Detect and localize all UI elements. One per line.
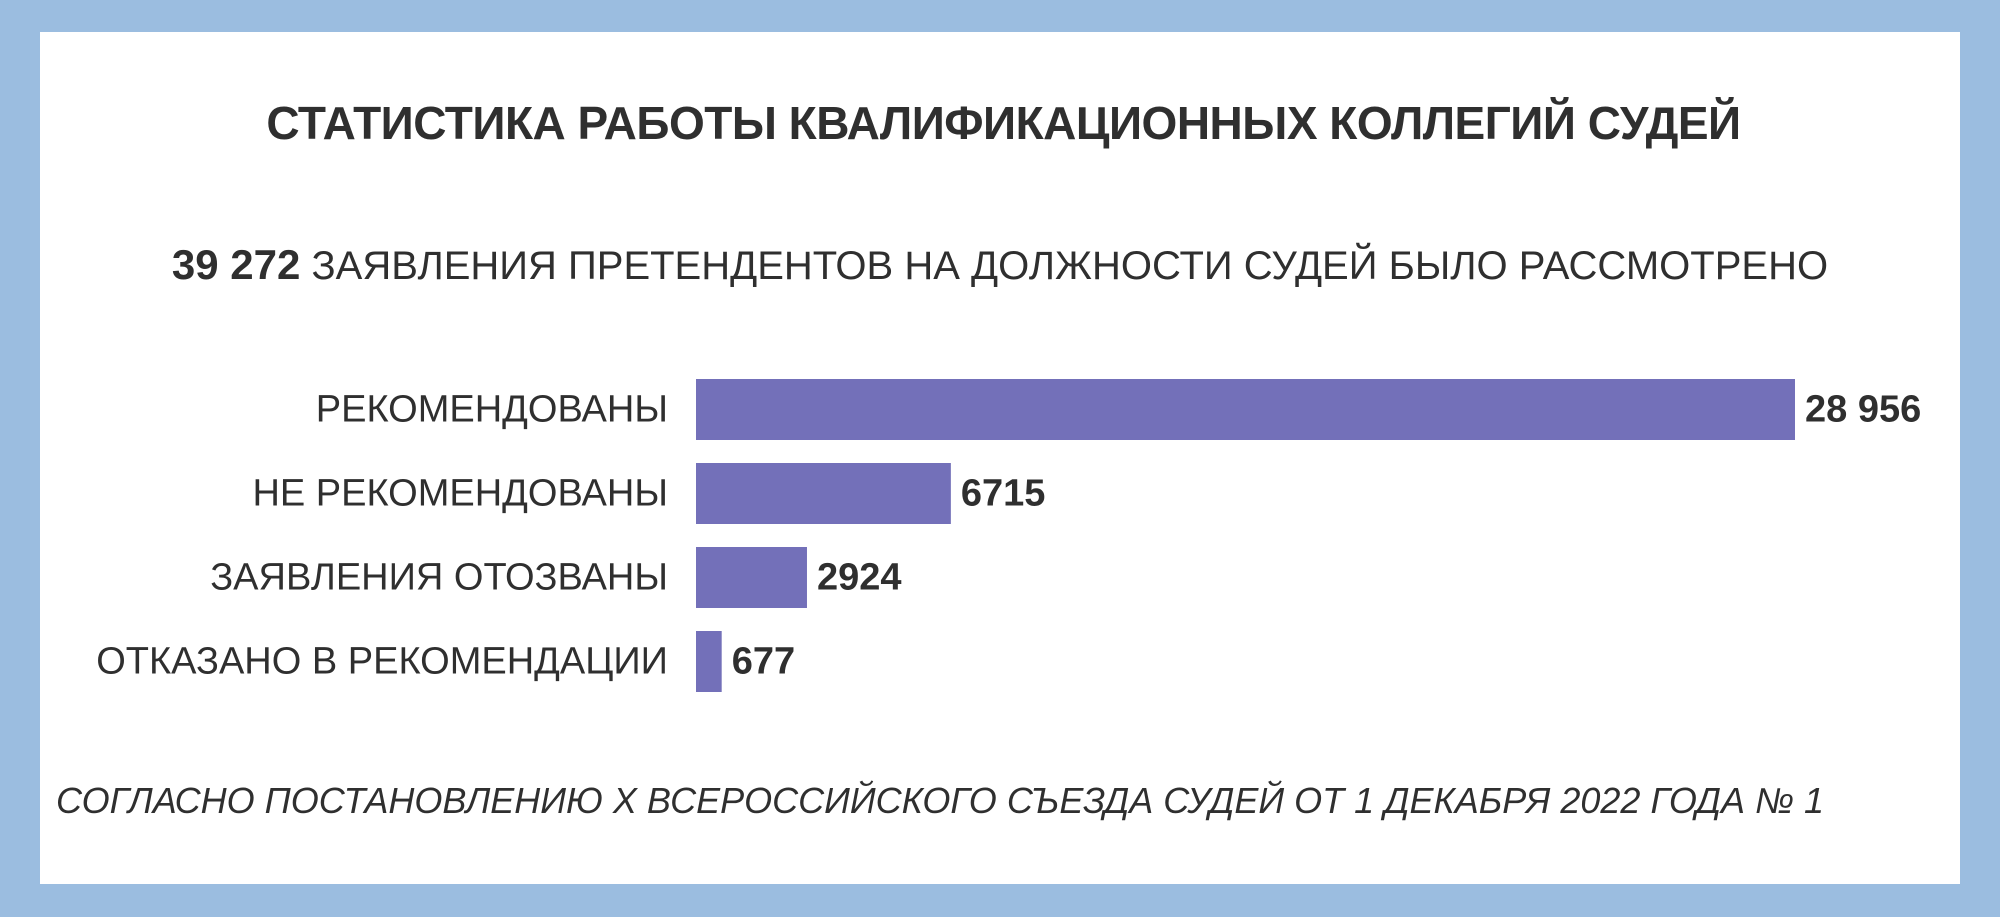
source-footnote: СОГЛАСНО ПОСТАНОВЛЕНИЮ X ВСЕРОССИЙСКОГО … [56, 780, 1824, 821]
infographic-card [40, 32, 1960, 884]
summary-text: ЗАЯВЛЕНИЯ ПРЕТЕНДЕНТОВ НА ДОЛЖНОСТИ СУДЕ… [300, 244, 1829, 288]
value-label-1: 28 956 [1805, 389, 1921, 431]
value-label-2: 6715 [961, 473, 1046, 515]
summary-total: 39 272 [171, 241, 301, 288]
bar-3 [696, 547, 807, 608]
chart-title: СТАТИСТИКА РАБОТЫ КВАЛИФИКАЦИОННЫХ КОЛЛЕ… [266, 97, 1741, 149]
value-label-3: 2924 [817, 557, 902, 599]
category-label-1: РЕКОМЕНДОВАНЫ [316, 389, 668, 431]
value-label-4: 677 [732, 641, 795, 683]
summary-line: 39 272 ЗАЯВЛЕНИЯ ПРЕТЕНДЕНТОВ НА ДОЛЖНОС… [0, 240, 2000, 291]
category-label-3: ЗАЯВЛЕНИЯ ОТОЗВАНЫ [210, 557, 668, 599]
category-label-4: ОТКАЗАНО В РЕКОМЕНДАЦИИ [96, 641, 668, 683]
bar-2 [696, 463, 951, 524]
bar-1 [696, 379, 1795, 440]
category-label-2: НЕ РЕКОМЕНДОВАНЫ [252, 473, 668, 515]
bar-4 [696, 631, 722, 692]
